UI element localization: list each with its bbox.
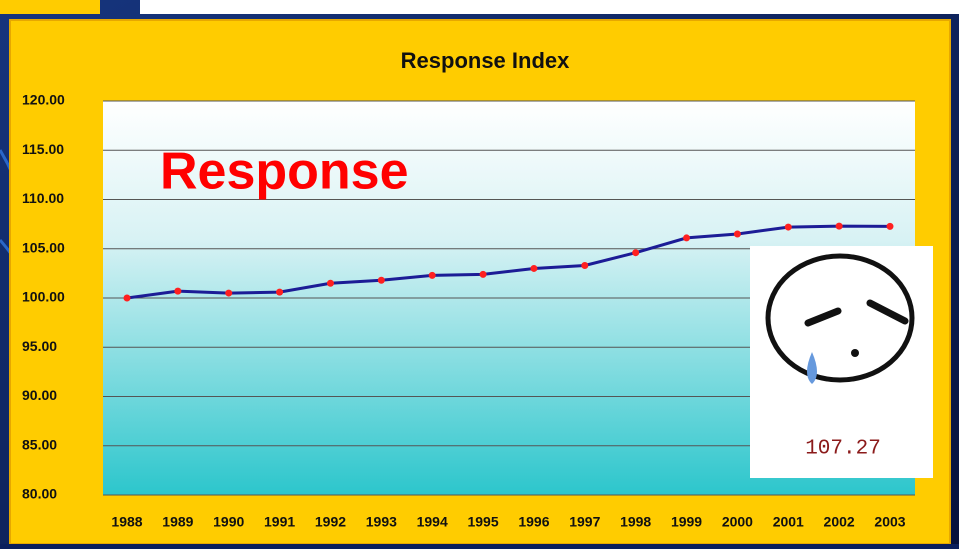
x-tick-label: 2003 — [874, 514, 905, 530]
data-point — [530, 265, 537, 272]
data-point — [581, 262, 588, 269]
x-tick-label: 1994 — [417, 514, 448, 530]
background-strip — [140, 0, 959, 14]
x-tick-label: 1998 — [620, 514, 651, 530]
y-tick-label: 115.00 — [22, 141, 64, 157]
data-point — [225, 290, 232, 297]
x-tick-label: 1996 — [518, 514, 549, 530]
data-point — [378, 277, 385, 284]
y-tick-label: 85.00 — [22, 436, 57, 452]
x-tick-label: 1992 — [315, 514, 346, 530]
data-point — [683, 234, 690, 241]
x-tick-label: 1990 — [213, 514, 244, 530]
x-tick-label: 1995 — [467, 514, 498, 530]
data-point — [785, 224, 792, 231]
data-point — [480, 271, 487, 278]
y-tick-label: 120.00 — [22, 92, 65, 108]
data-point — [887, 223, 894, 230]
y-tick-label: 95.00 — [22, 338, 57, 354]
x-tick-label: 1991 — [264, 514, 295, 530]
x-tick-label: 1999 — [671, 514, 702, 530]
x-tick-label: 2002 — [824, 514, 855, 530]
data-point — [429, 272, 436, 279]
y-tick-label: 100.00 — [22, 289, 65, 305]
annotation: 107.27 — [805, 438, 881, 461]
x-tick-label: 1997 — [569, 514, 600, 530]
data-point — [327, 280, 334, 287]
y-tick-label: 105.00 — [22, 239, 65, 255]
chart-title: Response Index — [401, 48, 570, 73]
mouth — [851, 349, 859, 357]
data-point — [276, 289, 283, 296]
x-tick-label: 2000 — [722, 514, 753, 530]
data-point — [174, 288, 181, 295]
x-tick-label: 1988 — [111, 514, 142, 530]
screen: Response Index 80.00 85.00 90.00 95.00 100.0… — [0, 0, 959, 544]
x-tick-label: 2001 — [773, 514, 804, 530]
y-tick-label: 90.00 — [22, 387, 57, 403]
data-point — [124, 295, 131, 302]
y-tick-label: 80.00 — [22, 486, 57, 502]
x-tick-label: 1993 — [366, 514, 397, 530]
sad-face: 107.27 — [750, 246, 933, 478]
data-point — [836, 223, 843, 230]
background-strip — [0, 0, 100, 14]
x-tick-label: 1989 — [162, 514, 193, 530]
y-tick-label: 110.00 — [22, 190, 64, 206]
annotation: Response — [160, 143, 409, 201]
data-point — [734, 230, 741, 237]
data-point — [632, 249, 639, 256]
